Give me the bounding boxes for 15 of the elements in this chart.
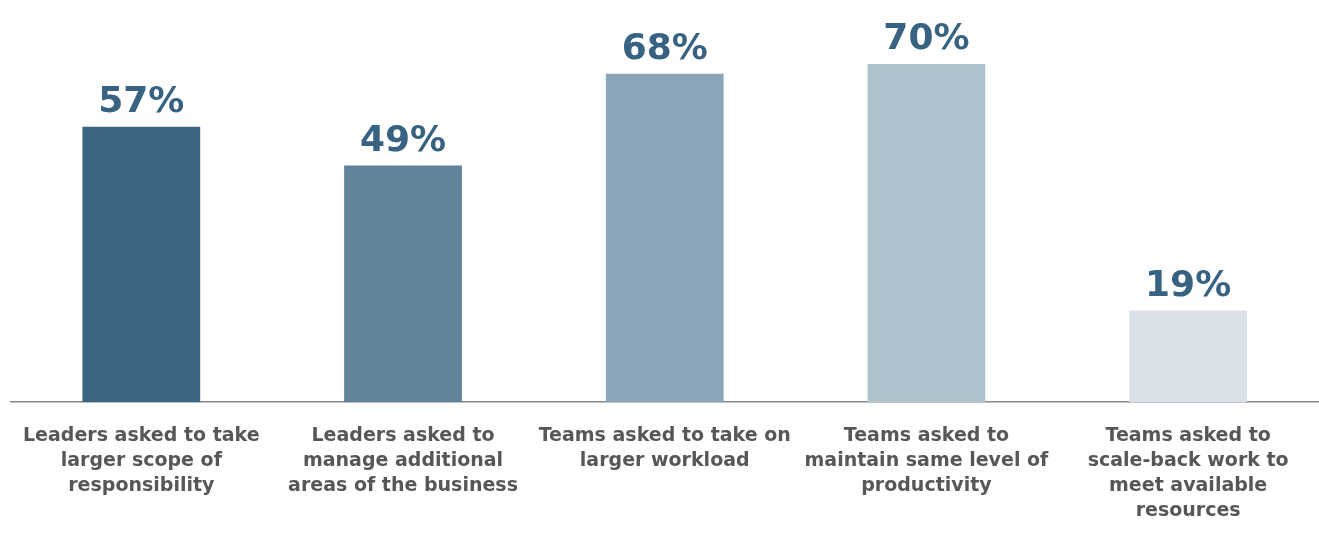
x-tick-label: Teams asked to maintain same level of productivity	[804, 423, 1050, 495]
x-tick-label: Leaders asked to take larger scope of responsibility	[23, 423, 260, 495]
data-label: 70%	[883, 16, 970, 58]
data-label: 57%	[98, 79, 185, 121]
bar	[344, 165, 462, 403]
bar	[82, 126, 201, 403]
bar	[605, 73, 724, 403]
data-label: 49%	[359, 117, 447, 159]
bar	[867, 64, 986, 403]
data-label: 68%	[621, 26, 708, 68]
x-tick-label: Teams asked to take on larger workload	[538, 423, 791, 471]
x-tick-label: Teams asked to scale-back work to meet available resources	[1087, 423, 1289, 520]
data-label: 19%	[1145, 262, 1232, 304]
x-tick-label: Leaders asked to manage additional areas of the business	[288, 423, 518, 495]
bar	[1129, 310, 1248, 403]
